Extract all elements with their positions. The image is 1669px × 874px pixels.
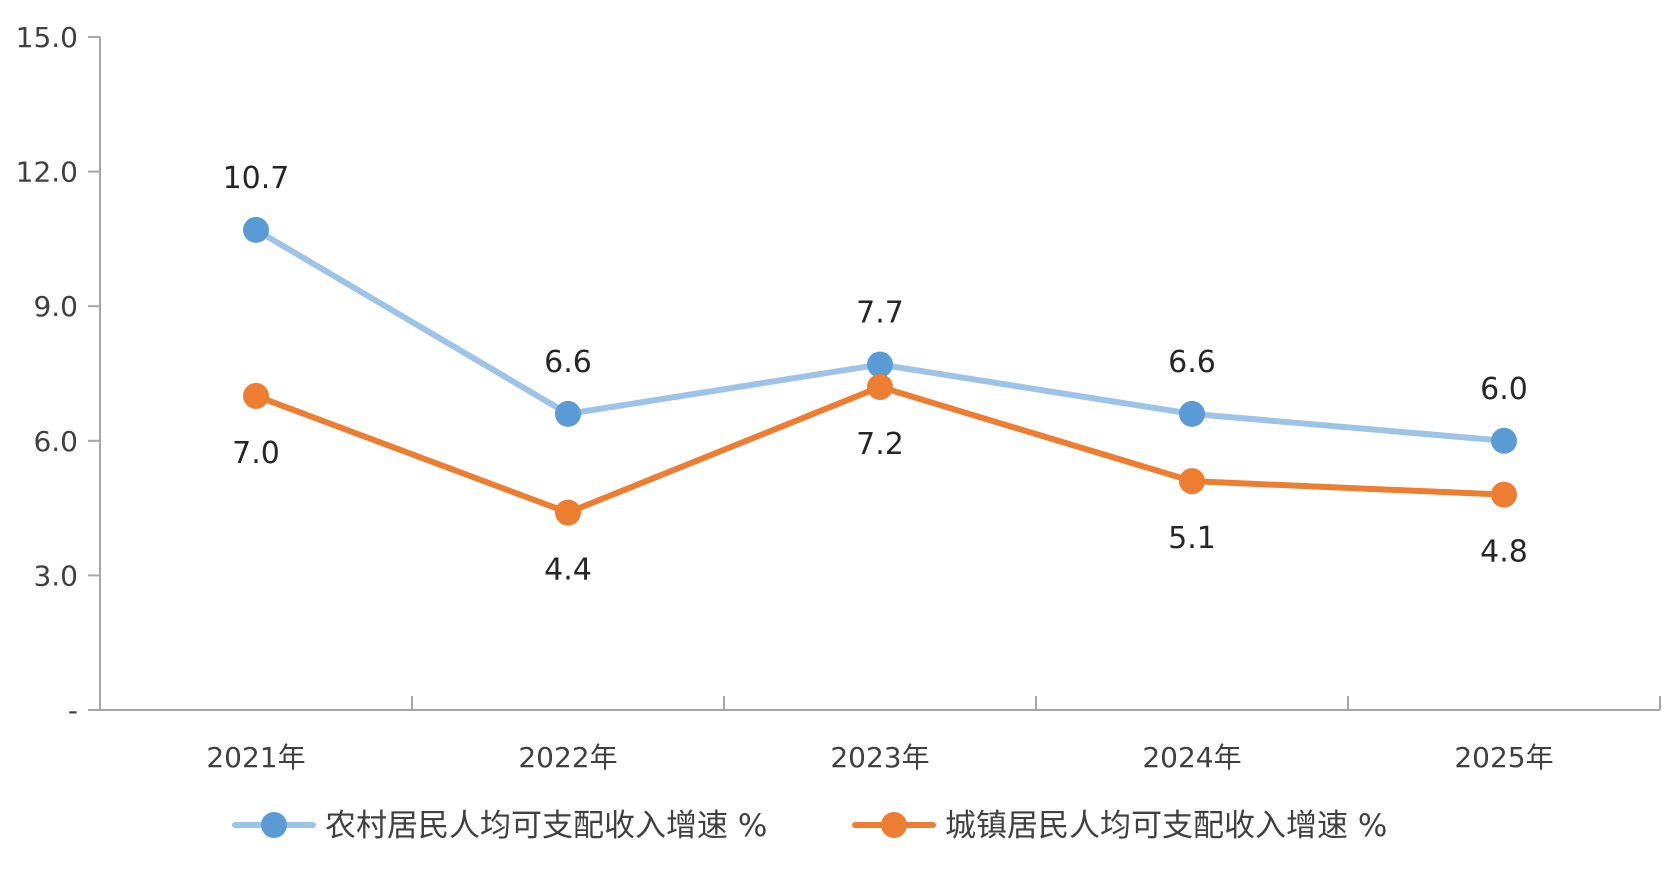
x-tick-label: 2025年 bbox=[1454, 741, 1553, 774]
data-point bbox=[1179, 400, 1205, 427]
legend-label: 城镇居民人均可支配收入增速 % bbox=[945, 808, 1387, 844]
data-point bbox=[867, 373, 893, 400]
data-point bbox=[243, 382, 269, 409]
y-tick-label: 6.0 bbox=[33, 425, 78, 458]
data-point bbox=[555, 499, 581, 526]
data-label: 7.2 bbox=[856, 427, 904, 462]
y-tick-label: 3.0 bbox=[33, 559, 78, 592]
data-label: 6.6 bbox=[544, 345, 592, 380]
data-label: 10.7 bbox=[223, 161, 290, 196]
series-layer bbox=[243, 216, 1517, 526]
data-label: 6.0 bbox=[1480, 372, 1528, 407]
data-point bbox=[243, 216, 269, 243]
axes: - 3.0 6.0 9.0 12.0 15.0 2021年 2022年 2023年 2024年 20… bbox=[16, 21, 1661, 774]
data-point bbox=[1491, 427, 1517, 454]
x-tick-label: 2023年 bbox=[830, 741, 929, 774]
data-label: 5.1 bbox=[1168, 521, 1216, 556]
data-labels: 10.7 6.6 7.7 6.6 6.0 7.0 4.4 7.2 5.1 4.8 bbox=[223, 161, 1528, 588]
data-label: 7.7 bbox=[856, 296, 904, 331]
legend: 农村居民人均可支配收入增速 % 城镇居民人均可支配收入增速 % bbox=[232, 808, 1387, 844]
legend-marker bbox=[881, 812, 907, 838]
y-tick-label: 15.0 bbox=[16, 21, 78, 54]
legend-marker bbox=[261, 812, 287, 838]
series-line-1 bbox=[253, 226, 1507, 444]
data-label: 7.0 bbox=[232, 436, 280, 471]
data-point bbox=[867, 351, 893, 378]
data-label: 4.8 bbox=[1480, 535, 1528, 570]
x-tick-label: 2022年 bbox=[518, 741, 617, 774]
legend-label: 农村居民人均可支配收入增速 % bbox=[325, 808, 767, 844]
data-point bbox=[555, 400, 581, 427]
y-tick-label: - bbox=[68, 694, 78, 727]
y-tick-label: 9.0 bbox=[33, 290, 78, 323]
x-tick-label: 2021年 bbox=[206, 741, 305, 774]
x-tick-label: 2024年 bbox=[1142, 741, 1241, 774]
data-point bbox=[1179, 468, 1205, 495]
data-label: 6.6 bbox=[1168, 345, 1216, 380]
data-label: 4.4 bbox=[544, 553, 592, 588]
y-tick-label: 12.0 bbox=[16, 156, 78, 189]
data-point bbox=[1491, 481, 1517, 508]
